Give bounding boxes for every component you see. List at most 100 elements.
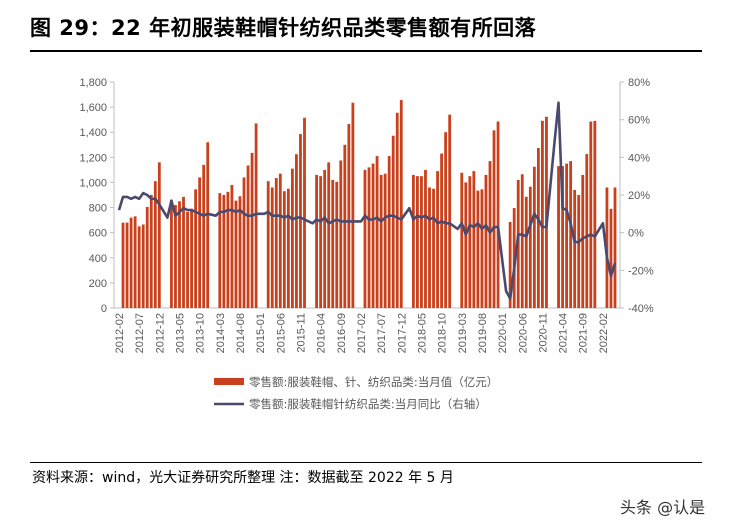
bar [149,195,153,308]
bar [585,154,589,308]
bar [492,130,496,308]
x-tick-label: 2019-03 [457,313,469,353]
bar [383,173,387,308]
bar [299,134,302,308]
x-tick-label: 2018-10 [437,313,449,353]
x-tick-label: 2015-06 [275,313,287,353]
x-tick-label: 2015-01 [255,313,267,353]
right-tick-label: 40% [628,152,650,164]
bar [270,187,274,308]
x-tick-label: 2020-01 [497,313,509,353]
bar [536,148,540,308]
bar [367,167,371,308]
left-tick-label: 1,200 [79,152,107,164]
bar [428,187,431,308]
bar [436,171,439,308]
figure-title: 图 29：22 年初服装鞋帽针纺织品类零售额有所回落 [30,16,537,40]
chart: 0 200 400 600 800 1,000 1,200 1,400 1,600 1,800 -4… [79,77,654,411]
x-tick-label: 2012-07 [134,313,146,353]
bar [609,208,613,308]
bar [581,174,585,308]
x-tick-label: 2016-04 [316,313,328,353]
bar [174,205,177,308]
right-tick-label: 0% [628,228,644,240]
x-tick-label: 2017-07 [376,313,388,353]
bar [250,152,254,308]
right-tick-label: 80% [628,77,650,89]
bar [375,156,379,308]
bar [613,187,617,308]
bar [476,190,480,308]
bar [532,166,536,308]
bar [153,181,157,308]
bar [331,179,335,308]
x-tick-label: 2012-02 [114,313,126,353]
bar [545,116,548,308]
bar [286,188,290,308]
bar [170,200,173,308]
x-tick-label: 2017-02 [356,313,368,353]
bar [246,165,250,308]
bar [520,174,524,308]
bar [371,163,375,308]
bar [319,176,323,308]
legend-label-line: 零售额:服装鞋帽针纺织品类:当月同比（右轴） [249,397,487,411]
bar [569,161,573,308]
right-tick-label: 60% [628,115,650,127]
bar [121,222,125,308]
bar [222,195,226,308]
bar [391,135,395,308]
bar [194,189,198,308]
x-tick-label: 2020-11 [537,313,549,353]
right-tick-label: -40% [628,303,654,315]
bar [472,171,476,308]
bar [242,177,246,308]
left-tick-label: 200 [89,278,107,290]
bar [137,226,141,308]
bar [295,154,298,308]
left-tick-label: 0 [101,303,107,315]
bar [327,162,331,308]
bar [226,191,230,308]
x-tick-label: 2017-12 [396,313,408,353]
left-tick-label: 1,600 [79,102,107,114]
x-tick-label: 2016-09 [336,313,348,353]
bar [448,114,452,309]
bar [464,182,468,308]
bar [351,102,355,308]
bar [202,164,206,308]
bar [541,120,544,309]
left-tick-label: 1,000 [79,177,107,189]
bar [488,161,492,308]
bar [343,144,347,308]
left-tick-label: 800 [89,203,107,215]
x-tick-label: 2019-08 [477,313,489,353]
yoy-line [117,101,617,300]
bar [411,174,415,308]
left-tick-label: 400 [89,253,107,265]
x-tick-label: 2013-05 [174,313,186,353]
line-series [117,101,617,300]
left-tick-label: 600 [89,228,107,240]
bar [589,121,593,308]
bar [323,169,327,308]
bar [416,176,419,308]
bar [363,169,367,308]
bar [561,166,564,308]
bar [125,222,129,308]
bar [480,189,484,308]
legend: 零售额:服装鞋帽、针、纺织品类:当月值（亿元） 零售额:服装鞋帽针纺织品类:当月… [214,375,498,411]
bar [282,191,286,308]
x-tick-label: 2012-12 [154,313,166,353]
x-tick-label: 2013-10 [195,313,207,353]
bar [395,112,399,308]
bar [432,188,435,308]
x-tick-label: 2015-11 [295,313,307,353]
x-tick-label: 2014-08 [235,313,247,353]
bar [347,124,351,308]
bar [496,121,500,308]
bar [278,173,282,308]
bar [460,172,464,308]
bar [444,132,448,308]
bar [206,142,210,308]
